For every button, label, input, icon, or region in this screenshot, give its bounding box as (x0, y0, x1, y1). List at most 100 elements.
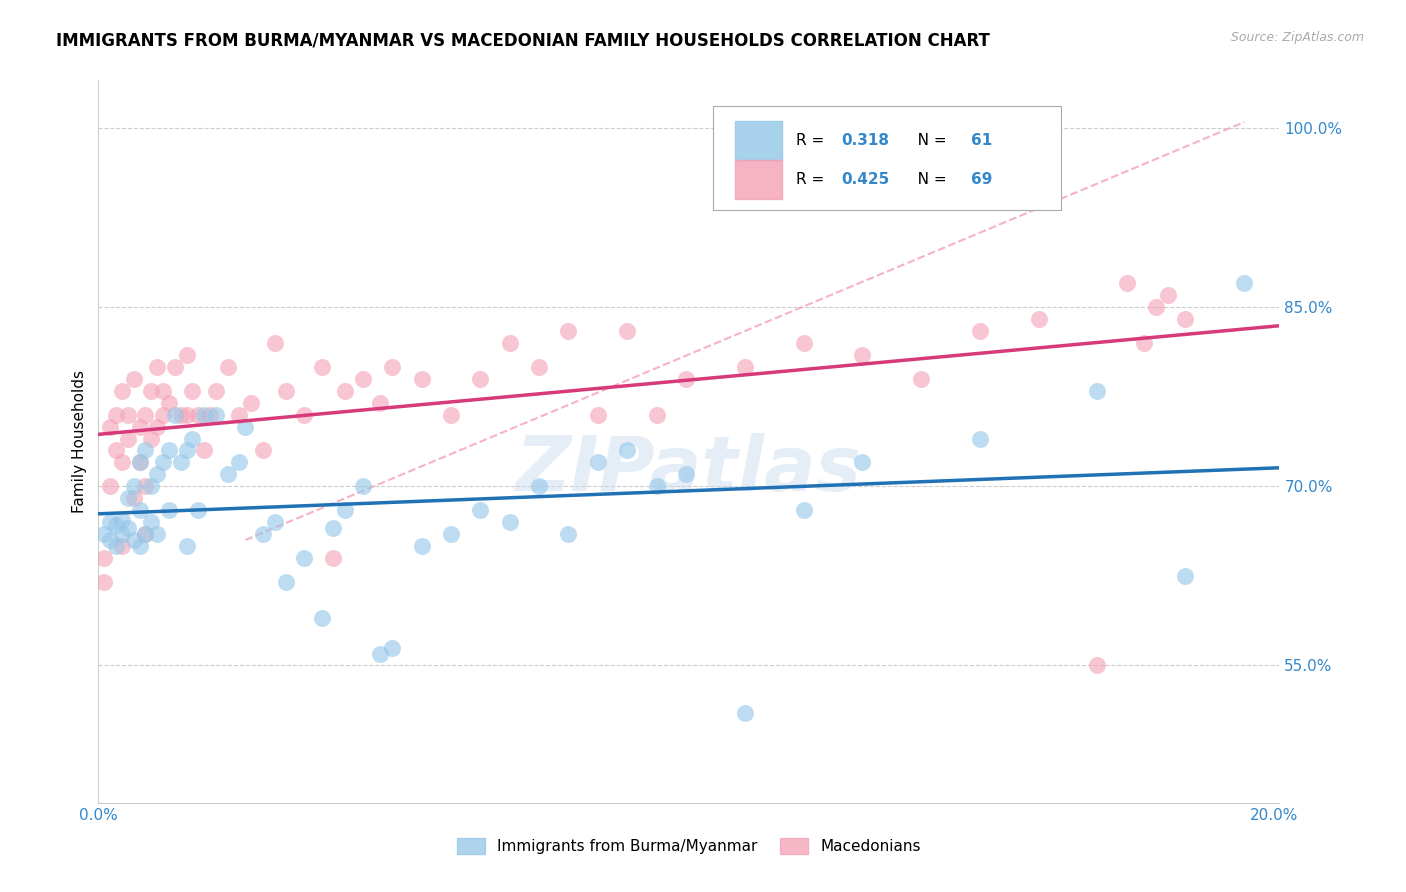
Point (1144, 300, 1167, 314)
Point (586, 455, 609, 469)
Point (411, 539, 433, 553)
Text: R =: R = (796, 172, 830, 187)
Point (181, 384, 204, 398)
Point (111, 527, 134, 541)
Point (276, 574, 298, 589)
Legend: Immigrants from Burma/Myanmar, Macedonians: Immigrants from Burma/Myanmar, Macedonia… (451, 832, 927, 860)
Point (792, 503, 814, 517)
Point (176, 443, 198, 458)
Point (851, 348, 873, 362)
Point (98, 479, 121, 493)
Point (792, 336, 814, 351)
Point (146, 467, 169, 482)
Point (1174, 569, 1197, 583)
Point (176, 348, 198, 362)
Text: ZIPatlas: ZIPatlas (516, 434, 862, 508)
Point (1133, 336, 1156, 351)
Point (440, 408, 463, 422)
Point (851, 455, 873, 469)
Point (157, 503, 180, 517)
FancyBboxPatch shape (713, 105, 1062, 211)
Point (146, 527, 169, 541)
Point (98, 419, 121, 434)
Text: 0.318: 0.318 (841, 133, 889, 148)
Point (440, 527, 463, 541)
Point (122, 479, 145, 493)
Point (146, 359, 169, 374)
Point (370, 647, 392, 661)
Point (93, 527, 115, 541)
Text: N =: N = (903, 172, 952, 187)
Point (499, 336, 522, 351)
Point (1233, 277, 1256, 291)
Point (128, 455, 150, 469)
Point (111, 539, 134, 553)
Point (910, 372, 932, 386)
Point (645, 408, 668, 422)
Point (134, 443, 156, 458)
Point (152, 408, 174, 422)
Point (141, 384, 163, 398)
Point (122, 372, 145, 386)
Bar (735, 120, 782, 161)
Point (122, 491, 145, 506)
Point (311, 610, 333, 624)
Point (157, 443, 180, 458)
Point (616, 324, 638, 338)
Point (141, 479, 163, 493)
Point (734, 359, 756, 374)
Point (193, 408, 215, 422)
Point (134, 527, 156, 541)
Point (198, 408, 221, 422)
Point (181, 432, 204, 446)
Point (470, 503, 492, 517)
Point (352, 372, 374, 386)
Text: 0.425: 0.425 (841, 172, 890, 187)
Point (117, 432, 139, 446)
Point (586, 408, 609, 422)
Point (141, 432, 163, 446)
Point (675, 467, 697, 482)
Text: IMMIGRANTS FROM BURMA/MYANMAR VS MACEDONIAN FAMILY HOUSEHOLDS CORRELATION CHART: IMMIGRANTS FROM BURMA/MYANMAR VS MACEDON… (56, 31, 990, 49)
Point (675, 372, 697, 386)
Point (122, 533, 145, 547)
Point (187, 408, 209, 422)
Point (205, 408, 228, 422)
Point (499, 515, 522, 529)
Point (205, 384, 228, 398)
Point (111, 455, 134, 469)
Point (381, 359, 404, 374)
Point (157, 395, 180, 409)
Point (98, 515, 121, 529)
Point (1085, 658, 1108, 673)
Point (1028, 312, 1050, 326)
Point (322, 521, 344, 535)
Point (134, 408, 156, 422)
Point (292, 551, 315, 566)
Point (252, 527, 274, 541)
Y-axis label: Family Households: Family Households (72, 370, 87, 513)
Point (152, 455, 174, 469)
Text: 69: 69 (972, 172, 993, 187)
Point (233, 419, 256, 434)
Point (557, 527, 579, 541)
Point (322, 551, 344, 566)
Point (98, 533, 121, 547)
Point (352, 479, 374, 493)
Point (381, 640, 404, 655)
Point (1115, 277, 1137, 291)
Point (292, 408, 315, 422)
Point (263, 515, 285, 529)
Point (152, 384, 174, 398)
Point (228, 455, 250, 469)
Point (128, 503, 150, 517)
Point (163, 408, 186, 422)
Point (1157, 288, 1180, 302)
Point (163, 359, 186, 374)
Point (146, 419, 169, 434)
Point (193, 443, 215, 458)
Point (105, 443, 128, 458)
Point (411, 372, 433, 386)
Point (117, 521, 139, 535)
Point (335, 503, 357, 517)
